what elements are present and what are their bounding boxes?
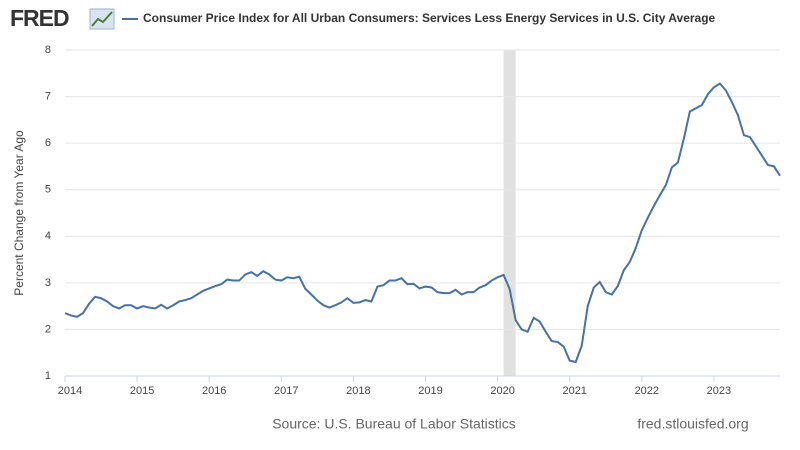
y-axis-label: Percent Change from Year Ago bbox=[12, 130, 26, 296]
y-tick-label: 5 bbox=[45, 184, 51, 196]
url: fred.stlouisfed.org bbox=[637, 416, 748, 432]
logo-icon bbox=[89, 8, 115, 30]
x-tick-label: 2021 bbox=[562, 385, 586, 397]
legend-label: Consumer Price Index for All Urban Consu… bbox=[143, 11, 716, 25]
source: Source: U.S. Bureau of Labor Statistics bbox=[272, 416, 516, 432]
series-line bbox=[64, 82, 781, 364]
y-tick-label: 2 bbox=[45, 323, 51, 335]
x-tick-label: 2022 bbox=[635, 385, 659, 397]
x-tick-label: 2017 bbox=[274, 385, 298, 397]
x-tick-label: 2023 bbox=[707, 385, 731, 397]
y-tick-label: 7 bbox=[45, 90, 51, 102]
x-tick-label: 2018 bbox=[346, 385, 370, 397]
x-tick-label: 2019 bbox=[418, 385, 442, 397]
y-tick-label: 8 bbox=[45, 44, 51, 56]
logo: FRED bbox=[10, 5, 69, 31]
recession-shading bbox=[503, 50, 516, 376]
x-tick-label: 2016 bbox=[202, 385, 226, 397]
y-tick-label: 1 bbox=[45, 370, 51, 382]
x-tick-label: 2014 bbox=[58, 385, 82, 397]
y-tick-label: 4 bbox=[45, 230, 51, 242]
y-tick-label: 6 bbox=[45, 137, 51, 149]
x-tick-label: 2015 bbox=[130, 385, 154, 397]
y-tick-label: 3 bbox=[45, 277, 51, 289]
x-tick-label: 2020 bbox=[490, 385, 514, 397]
